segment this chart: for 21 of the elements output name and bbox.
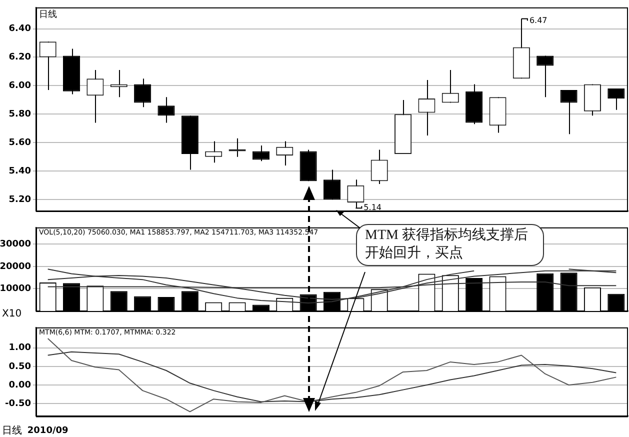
y-tick-label: 6.40 — [8, 24, 31, 34]
y-tick-label: 5.80 — [8, 110, 31, 120]
y-tick-label: 30000 — [0, 239, 31, 250]
y-tick-label: 5.60 — [8, 138, 31, 148]
chart-title: 日线 — [39, 9, 57, 20]
text: 日线 — [2, 424, 22, 437]
annotation: 5.14 — [364, 203, 382, 212]
y-tick-label: 10000 — [0, 284, 31, 294]
x-tick-label: 2010/09 — [27, 426, 68, 436]
y-tick-label: 6.20 — [8, 52, 31, 63]
text: X10 — [2, 308, 22, 320]
y-tick-label: 5.20 — [8, 194, 31, 205]
y-tick-label: 20000 — [0, 262, 31, 272]
y-tick-label: -0.50 — [5, 398, 31, 409]
y-tick-label: 6.00 — [8, 81, 31, 92]
annotation: 6.47 — [529, 16, 548, 25]
y-tick-label: 0.00 — [8, 380, 31, 390]
annotation: MTM 获得指标均线支撑后开始回升，买点 — [356, 224, 544, 266]
y-tick-label: 0.50 — [8, 362, 31, 372]
y-tick-label: 1.00 — [8, 343, 31, 354]
y-tick-label: 5.40 — [8, 166, 31, 176]
